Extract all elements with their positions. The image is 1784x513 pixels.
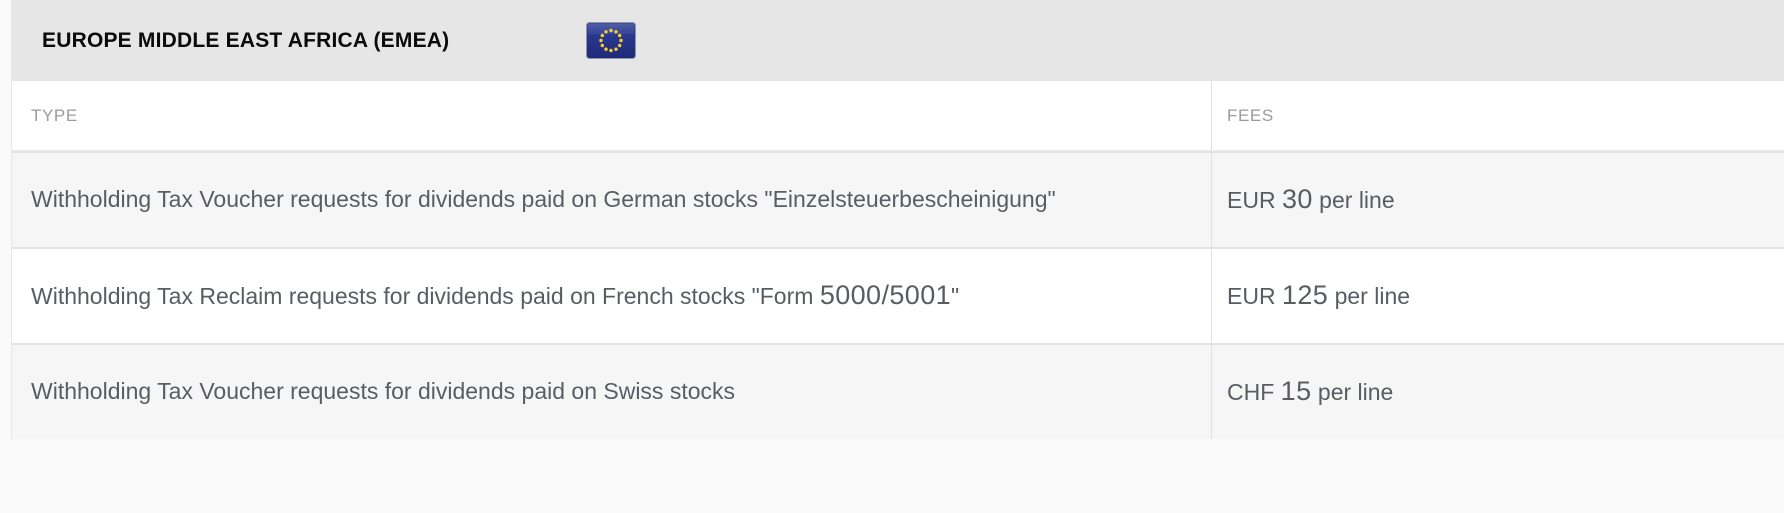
fee-type-cell: Withholding Tax Reclaim requests for div… [31,280,960,310]
section-header: EUROPE MIDDLE EAST AFRICA (EMEA) [12,0,1784,81]
column-header-type: TYPE [31,105,78,125]
fee-amount-cell: CHF 15 per line [1211,345,1784,439]
section-title: EUROPE MIDDLE EAST AFRICA (EMEA) [42,28,450,52]
fees-table: TYPE FEES Withholding Tax Voucher reques… [12,81,1784,439]
fee-type-cell: Withholding Tax Voucher requests for div… [31,378,736,404]
table-row: Withholding Tax Reclaim requests for div… [12,247,1784,343]
eu-flag-icon [586,22,636,59]
fee-amount-cell: EUR 125 per line [1211,249,1784,343]
fee-type-cell: Withholding Tax Voucher requests for div… [31,186,1056,212]
column-header-fees: FEES [1211,81,1784,150]
table-row: Withholding Tax Voucher requests for div… [12,343,1784,439]
table-header-row: TYPE FEES [12,81,1784,151]
emea-fees-section: EUROPE MIDDLE EAST AFRICA (EMEA) [11,0,1784,439]
fee-amount-cell: EUR 30 per line [1211,153,1784,247]
table-row: Withholding Tax Voucher requests for div… [12,151,1784,247]
